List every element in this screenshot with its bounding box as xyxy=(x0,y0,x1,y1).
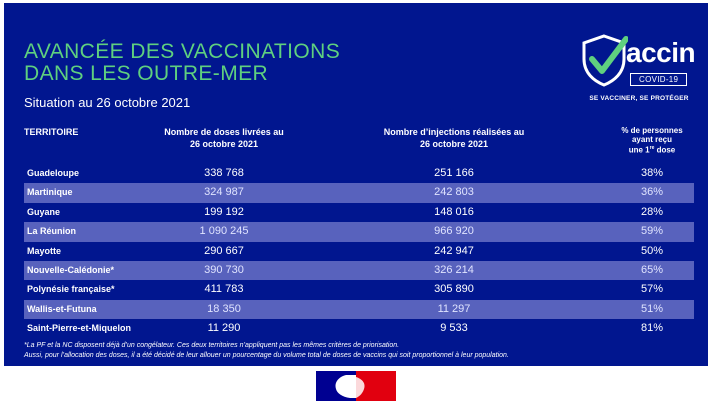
cell-injections: 242 947 xyxy=(434,244,474,257)
cell-percent: 36% xyxy=(640,186,664,199)
page-title: AVANCÉE DES VACCINATIONS DANS LES OUTRE-… xyxy=(24,40,341,85)
cell-doses: 324 987 xyxy=(204,186,244,199)
cell-doses: 390 730 xyxy=(204,263,244,276)
cell-injections: 305 890 xyxy=(434,283,474,296)
marianne-flag-logo xyxy=(316,371,396,401)
header-territory: TERRITOIRE xyxy=(24,127,79,137)
page-subtitle: Situation au 26 octobre 2021 xyxy=(24,95,191,110)
cell-territory: Saint-Pierre-et-Miquelon xyxy=(27,323,132,334)
cell-doses: 199 192 xyxy=(204,205,244,218)
table-row: Guadeloupe 338 768 251 166 38% xyxy=(24,164,694,183)
cell-percent: 38% xyxy=(640,167,664,179)
header-percent: % de personnes ayant reçu une 1re dose xyxy=(590,126,712,155)
cell-territory: Wallis-et-Futuna xyxy=(27,303,97,314)
footnote-line2: Aussi, pour l’allocation des doses, il a… xyxy=(24,352,509,359)
header-percent-line1: % de personnes xyxy=(621,126,683,135)
cell-percent: 51% xyxy=(640,302,664,315)
cell-injections: 242 803 xyxy=(434,186,474,199)
footnote-line1: *La PF et la NC disposent déjà d’un cong… xyxy=(24,342,400,349)
header-doses: Nombre de doses livrées au 26 octobre 20… xyxy=(164,127,284,149)
logo-word: accin xyxy=(626,37,696,68)
cell-doses: 290 667 xyxy=(204,244,244,257)
table-row: Martinique 324 987 242 803 36% xyxy=(24,183,694,203)
table-row: Wallis-et-Futuna 18 350 11 297 51% xyxy=(24,299,694,320)
cell-percent: 65% xyxy=(640,263,664,276)
cell-injections: 9 533 xyxy=(440,322,468,335)
cell-doses: 411 783 xyxy=(204,283,244,296)
cell-territory: Martinique xyxy=(27,187,73,198)
table-row: Polynésie française* 411 783 305 890 57% xyxy=(24,280,694,299)
data-table: Guadeloupe 338 768 251 166 38% Martiniqu… xyxy=(24,164,694,339)
logo-tagline: SE VACCINER, SE PROTÉGER xyxy=(589,95,689,102)
header-percent-line3: une 1re dose xyxy=(628,145,676,155)
cell-doses: 1 090 245 xyxy=(199,225,249,238)
vaccin-logo: accin COVID-19 SE VACCINER, SE PROTÉGER xyxy=(576,31,702,113)
shield-check-icon xyxy=(582,34,628,87)
cell-percent: 81% xyxy=(640,322,664,335)
cell-injections: 251 166 xyxy=(434,167,474,179)
footnote: *La PF et la NC disposent déjà d’un cong… xyxy=(24,341,704,361)
cell-territory: La Réunion xyxy=(27,226,76,237)
cell-percent: 28% xyxy=(640,205,664,218)
cell-territory: Guyane xyxy=(27,206,61,217)
cell-territory: Nouvelle-Calédonie* xyxy=(27,264,115,275)
logo-covid-badge: COVID-19 xyxy=(630,73,688,86)
table-row: La Réunion 1 090 245 966 920 59% xyxy=(24,222,694,242)
cell-injections: 148 016 xyxy=(434,205,474,218)
cell-injections: 11 297 xyxy=(437,302,471,315)
cell-territory: Mayotte xyxy=(27,245,62,256)
table-row: Saint-Pierre-et-Miquelon 11 290 9 533 81… xyxy=(24,319,694,338)
cell-doses: 11 290 xyxy=(207,322,241,335)
cell-injections: 326 214 xyxy=(434,263,474,276)
infographic-panel: AVANCÉE DES VACCINATIONS DANS LES OUTRE-… xyxy=(4,3,708,366)
cell-doses: 18 350 xyxy=(207,302,241,315)
cell-percent: 57% xyxy=(640,283,664,296)
header-percent-line2: ayant reçu xyxy=(631,135,673,144)
cell-doses: 338 768 xyxy=(204,167,244,179)
cell-territory: Polynésie française* xyxy=(27,284,115,295)
table-row: Nouvelle-Calédonie* 390 730 326 214 65% xyxy=(24,260,694,281)
table-row: Guyane 199 192 148 016 28% xyxy=(24,203,694,222)
cell-injections: 966 920 xyxy=(434,225,474,238)
cell-territory: Guadeloupe xyxy=(27,168,80,178)
cell-percent: 50% xyxy=(640,244,664,257)
table-row: Mayotte 290 667 242 947 50% xyxy=(24,242,694,261)
header-injections: Nombre d’injections réalisées au 26 octo… xyxy=(383,127,525,149)
cell-percent: 59% xyxy=(640,225,664,238)
